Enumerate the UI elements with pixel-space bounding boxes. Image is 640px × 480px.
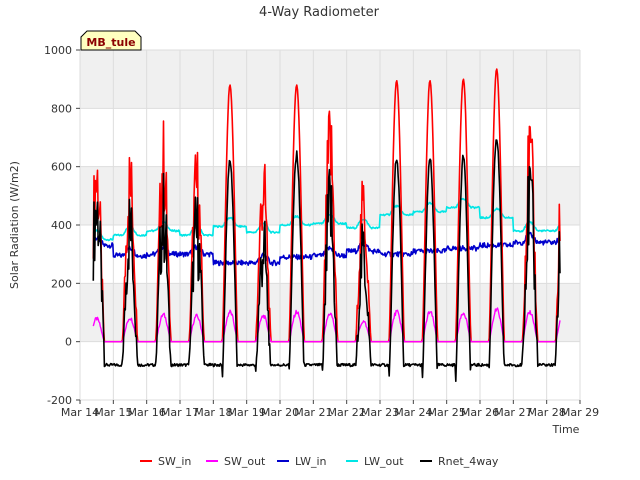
y-tick-label: 600	[51, 161, 72, 174]
chart-title: 4-Way Radiometer	[259, 5, 380, 20]
series-line-rnet_4way	[92, 139, 561, 382]
x-tick-label: Mar 15	[94, 406, 132, 419]
grid-band	[80, 283, 580, 342]
x-tick-label: Mar 18	[194, 406, 232, 419]
x-tick-label: Mar 24	[394, 406, 432, 419]
x-tick-label: Mar 19	[228, 406, 266, 419]
y-tick-label: 400	[51, 219, 72, 232]
x-tick-label: Mar 26	[461, 406, 499, 419]
x-tick-label: Mar 16	[128, 406, 166, 419]
site-label: MB_tule	[86, 36, 135, 49]
legend-label-sw_in: SW_in	[158, 455, 191, 468]
legend: SW_in SW_out LW_in LW_out Rnet_4way	[140, 455, 499, 468]
x-tick-label: Mar 25	[428, 406, 466, 419]
series-lines	[92, 68, 561, 382]
series-line-sw_out	[92, 307, 561, 343]
y-tick-label: 800	[51, 102, 72, 115]
x-tick-label: Mar 20	[261, 406, 299, 419]
legend-label-lw_in: LW_in	[295, 455, 327, 468]
y-axis-label: Solar Radiation (W/m2)	[8, 161, 21, 289]
x-tick-label: Mar 27	[494, 406, 532, 419]
x-tick-label: Mar 29	[561, 406, 599, 419]
legend-label-lw_out: LW_out	[364, 455, 404, 468]
y-tick-label: 0	[65, 336, 72, 349]
y-tick-label: 200	[51, 277, 72, 290]
x-axis-label: Time	[552, 423, 580, 436]
x-tick-label: Mar 17	[161, 406, 199, 419]
legend-label-sw_out: SW_out	[224, 455, 266, 468]
site-badge: MB_tule	[80, 30, 142, 51]
x-tick-label: Mar 22	[328, 406, 366, 419]
legend-label-rnet_4way: Rnet_4way	[438, 455, 499, 468]
grid-band	[80, 50, 580, 109]
x-tick-label: Mar 23	[361, 406, 399, 419]
x-tick-label: Mar 28	[528, 406, 566, 419]
x-tick-label: Mar 21	[294, 406, 332, 419]
y-tick-label: 1000	[44, 44, 72, 57]
y-tick-label: -200	[47, 394, 72, 407]
x-tick-label: Mar 14	[61, 406, 99, 419]
y-axis-ticks: -200 0 200 400 600 800 1000	[44, 44, 80, 407]
